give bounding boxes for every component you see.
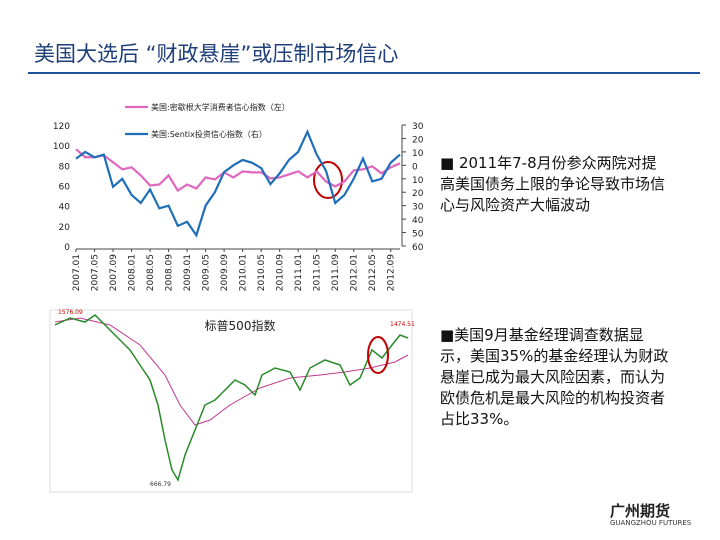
- sp500-ma: [54, 317, 409, 426]
- y-tick-label: 40: [59, 203, 71, 213]
- series-line: [75, 148, 401, 193]
- x-tick-label: 2011.09: [331, 254, 341, 291]
- x-tick-label: 2008.05: [146, 254, 156, 291]
- x-tick-label: 2007.05: [91, 254, 101, 291]
- y-tick-label: 120: [53, 122, 70, 132]
- x-tick-label: 2010.01: [239, 254, 249, 291]
- y-tick-label: 0: [64, 243, 70, 253]
- y2-tick-label: 20: [412, 135, 424, 145]
- y2-tick-label: 10: [412, 176, 424, 186]
- series-line: [75, 128, 401, 238]
- highlight-circle: [313, 161, 343, 199]
- x-tick-label: 2009.01: [183, 254, 193, 291]
- highlight-circle: [367, 336, 389, 374]
- y2-tick-label: 60: [412, 243, 424, 253]
- sp500-panel: 标普500指数 1576.09 666.79 1474.51: [49, 309, 415, 493]
- x-tick-label: 2007.01: [72, 254, 82, 291]
- y2-tick-label: 50: [412, 230, 424, 240]
- sp500-high: 1576.09: [58, 309, 83, 316]
- x-tick-label: 2011.05: [313, 254, 323, 291]
- y-tick-label: 20: [59, 223, 71, 233]
- x-tick-label: 2012.01: [350, 254, 360, 291]
- y2-tick-label: 10: [412, 149, 424, 159]
- y2-tick-label: 40: [412, 216, 424, 226]
- logo-subtitle: GUANGZHOU FUTURES: [610, 519, 692, 527]
- x-tick-label: 2008.01: [128, 254, 138, 291]
- sp500-last: 1474.51: [390, 321, 415, 328]
- sp500-frame: [49, 309, 413, 493]
- x-tick-label: 2011.01: [294, 254, 304, 291]
- sp500-low: 666.79: [150, 481, 171, 488]
- note: ■美国9月基金经理调查数据显示，美国35%的基金经理认为财政悬崖已成为最大风险因…: [440, 326, 669, 428]
- x-tick-label: 2008.09: [165, 254, 175, 291]
- legend-label: 美国:密歇根大学消费者信心指数（左）: [151, 102, 290, 112]
- y2-tick-label: 20: [412, 189, 424, 199]
- note: ■ 2011年7-8月份参众两院对提高美国债务上限的争论导致市场信心与风险资产大…: [440, 154, 666, 214]
- x-tick-label: 2012.05: [368, 254, 378, 291]
- title-rule: [28, 72, 700, 74]
- sp500-label: 标普500指数: [205, 318, 276, 333]
- sp500-price: [54, 314, 409, 482]
- x-tick-label: 2010.05: [257, 254, 267, 291]
- x-tick-label: 2010.09: [276, 254, 286, 291]
- y-tick-label: 80: [59, 162, 71, 172]
- y-tick-label: 100: [53, 142, 70, 152]
- legend-label: 美国:Sentix投资信心指数（右）: [151, 129, 267, 139]
- y-tick-label: 60: [59, 183, 71, 193]
- y2-tick-label: 0: [412, 162, 418, 172]
- logo-name: 广州期货: [610, 502, 671, 520]
- y2-tick-label: 30: [412, 203, 424, 213]
- x-tick-label: 2009.09: [220, 254, 230, 291]
- slide-title: 美国大选后 “财政悬崖”或压制市场信心: [34, 42, 399, 66]
- y2-tick-label: 30: [412, 122, 424, 132]
- x-tick-label: 2009.05: [202, 254, 212, 291]
- x-tick-label: 2007.09: [109, 254, 119, 291]
- x-tick-label: 2012.09: [387, 254, 397, 291]
